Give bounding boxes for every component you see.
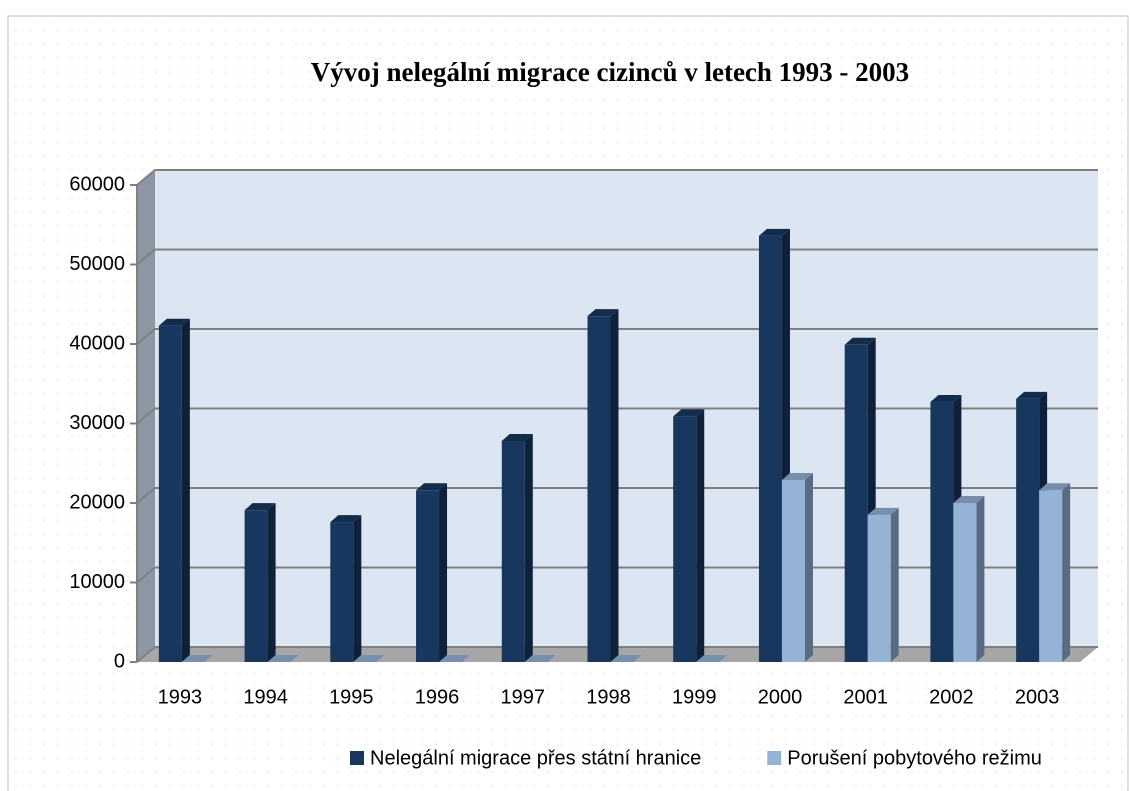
bar-face [524,655,556,662]
bar-face [976,496,985,662]
bar [781,472,813,662]
bar-face [844,337,876,345]
bar-face [673,409,705,417]
bar-face [439,655,471,662]
bar-face [1062,483,1071,662]
bar-face [867,507,899,515]
x-tick-label: 1999 [672,686,717,708]
bar-face [781,472,813,480]
bar-face [353,515,362,662]
grid-line [136,169,1098,186]
bar-face [953,496,985,503]
legend-swatch [767,751,782,765]
x-tick-label: 2000 [758,686,803,708]
legend-label: Porušení pobytového režimu [787,747,1042,769]
bar-face [758,235,782,662]
bar-face [1016,391,1048,399]
legend-label: Nelegální migrace přes státní hranice [370,747,701,769]
bar-face [781,479,805,662]
bar [181,655,213,662]
y-tick-label: 60000 [69,173,125,195]
x-tick-label: 1993 [158,686,203,708]
bar-face [930,402,954,662]
bar-face [524,433,533,662]
x-tick-label: 1996 [415,686,460,708]
bar-face [244,510,268,662]
x-tick-label: 2001 [843,686,888,708]
bar-face [439,483,448,662]
bar-face [416,490,440,662]
x-tick-label: 1994 [243,686,288,708]
bar-face [501,433,533,441]
bar [416,483,448,662]
bar-face [181,655,213,662]
x-tick-label: 1995 [329,686,374,708]
bar-face [890,507,899,662]
bar-face [1039,483,1071,491]
bar-face [953,503,977,662]
bar-face [673,416,697,662]
bar [610,655,642,662]
bar-face [501,440,525,662]
bar [267,655,299,662]
bar-face [844,344,868,662]
bar-face [587,316,611,662]
bar-face [353,655,385,662]
bar-face [1039,490,1063,662]
bar [439,655,471,662]
bar-face [330,515,362,523]
bar-face [181,318,190,662]
bar [758,228,790,662]
bar-face [244,503,276,511]
bar-face [758,228,790,236]
bar-face [330,522,354,662]
bar [587,309,619,662]
y-tick-label: 10000 [69,571,125,593]
bar [158,318,190,662]
bar-face [696,409,705,662]
bar-face [416,483,448,491]
legend-swatch [350,751,364,765]
bar [501,433,533,662]
bar [867,507,899,662]
bar [696,655,728,662]
x-tick-label: 1997 [501,686,546,708]
x-tick-label: 1998 [586,686,631,708]
bar [353,655,385,662]
bar-face [267,655,299,662]
bar [673,409,705,662]
y-tick-label: 30000 [69,412,125,434]
bar-face [867,514,891,662]
y-tick-label: 20000 [69,491,125,513]
bar-face [587,309,619,317]
y-tick-label: 40000 [69,332,125,354]
bar-face [804,472,813,662]
chart-title: Vývoj nelegální migrace cizinců v letech… [311,57,909,87]
bar [330,515,362,662]
x-tick-label: 2002 [929,686,974,708]
bar [1039,483,1071,662]
bar-face [610,655,642,662]
bar-face [267,503,276,662]
bar-face [930,395,962,403]
bar-face [1016,398,1040,662]
bar-face [158,318,190,326]
bar [953,496,985,662]
bar-face [696,655,728,662]
bar [244,503,276,662]
y-tick-label: 50000 [69,253,125,275]
x-tick-label: 2003 [1015,686,1060,708]
bar-face [158,325,182,662]
bar [524,655,556,662]
y-tick-label: 0 [114,650,125,672]
bar-face [610,309,619,662]
